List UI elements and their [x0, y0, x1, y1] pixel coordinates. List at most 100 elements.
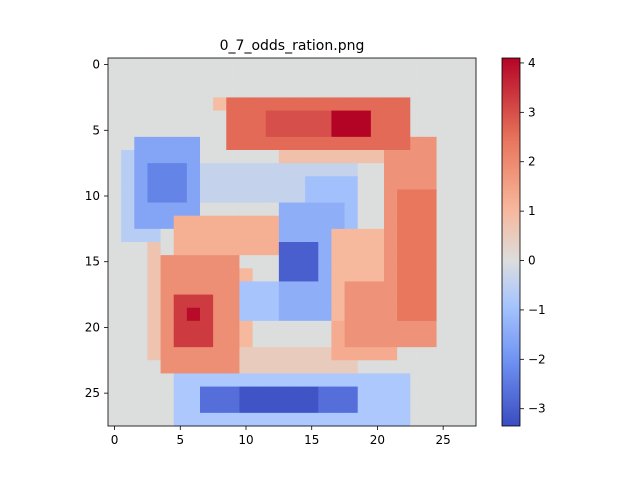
heatmap-cell	[344, 202, 359, 217]
heatmap-cell	[239, 268, 253, 282]
heatmap-cell	[186, 215, 201, 230]
heatmap-cell	[147, 123, 161, 138]
heatmap-cell	[200, 58, 214, 72]
heatmap-cell	[252, 347, 267, 361]
heatmap-cell	[213, 255, 227, 269]
heatmap-cell	[384, 123, 398, 138]
heatmap-cell	[344, 150, 359, 164]
heatmap-cell	[252, 228, 267, 243]
heatmap-cell	[449, 84, 464, 98]
heatmap-cell	[252, 202, 267, 217]
heatmap-cell	[186, 412, 201, 427]
heatmap-cell	[357, 320, 372, 335]
heatmap-cell	[384, 373, 398, 387]
heatmap-cell	[462, 215, 477, 230]
heatmap-cell	[305, 242, 319, 256]
heatmap-cell	[331, 176, 345, 190]
heatmap-cell	[121, 281, 135, 295]
heatmap-cell	[397, 176, 411, 190]
heatmap-cell	[226, 110, 240, 125]
y-tick-label: 20	[85, 320, 100, 334]
heatmap-cell	[357, 71, 372, 85]
heatmap-cell	[384, 97, 398, 111]
heatmap-cell	[108, 347, 122, 361]
heatmap-cell	[370, 399, 385, 414]
heatmap-cell	[397, 163, 411, 177]
heatmap-cell	[318, 97, 332, 111]
heatmap-cell	[213, 412, 227, 427]
heatmap-cell	[331, 136, 345, 151]
heatmap-cell	[397, 215, 411, 230]
heatmap-cell	[200, 110, 214, 125]
heatmap-cell	[384, 176, 398, 190]
heatmap-cell	[410, 228, 424, 243]
heatmap-cell	[384, 255, 398, 269]
heatmap-cell	[423, 373, 437, 387]
heatmap-cell	[410, 360, 424, 374]
heatmap-cell	[462, 242, 477, 256]
heatmap-cell	[449, 320, 464, 335]
heatmap-cell	[121, 294, 135, 309]
heatmap-cell	[252, 360, 267, 374]
heatmap-cell	[436, 189, 451, 203]
heatmap-cell	[108, 123, 122, 138]
heatmap-cell	[318, 228, 332, 243]
heatmap-cell	[213, 110, 227, 125]
heatmap-cell	[200, 281, 214, 295]
heatmap-cell	[121, 373, 135, 387]
heatmap-cell	[344, 334, 359, 348]
heatmap-cell	[200, 360, 214, 374]
heatmap-cell	[292, 202, 306, 217]
heatmap-cell	[423, 176, 437, 190]
heatmap-cell	[239, 110, 253, 125]
heatmap-cell	[252, 255, 267, 269]
heatmap-cell	[226, 281, 240, 295]
heatmap-cell	[318, 136, 332, 151]
heatmap-cell	[449, 412, 464, 427]
heatmap-cell	[160, 58, 175, 72]
heatmap-cell	[462, 176, 477, 190]
heatmap-cell	[397, 360, 411, 374]
heatmap-cell	[423, 412, 437, 427]
heatmap-cell	[108, 136, 122, 151]
heatmap-cell	[173, 228, 188, 243]
x-tick-label: 20	[370, 433, 385, 447]
heatmap-cell	[160, 347, 175, 361]
heatmap-cell	[331, 268, 345, 282]
heatmap-cell	[147, 412, 161, 427]
heatmap-cell	[121, 347, 135, 361]
heatmap-cell	[265, 334, 280, 348]
heatmap-cell	[213, 281, 227, 295]
heatmap-cell	[331, 58, 345, 72]
heatmap-cell	[121, 228, 135, 243]
x-tick-label: 0	[111, 433, 119, 447]
heatmap-cell	[292, 242, 306, 256]
heatmap-cell	[239, 97, 253, 111]
heatmap-cell	[200, 150, 214, 164]
heatmap-cell	[462, 307, 477, 322]
heatmap-cell	[449, 176, 464, 190]
heatmap-cell	[292, 347, 306, 361]
heatmap-cell	[265, 71, 280, 85]
heatmap-cell	[344, 176, 359, 190]
heatmap-cell	[397, 320, 411, 335]
heatmap-cell	[449, 255, 464, 269]
heatmap-cell	[410, 347, 424, 361]
heatmap-cell	[462, 136, 477, 151]
heatmap-cell	[370, 255, 385, 269]
heatmap-cell	[384, 399, 398, 414]
heatmap-cell	[108, 71, 122, 85]
heatmap-cell	[252, 281, 267, 295]
heatmap-cell	[173, 176, 188, 190]
heatmap-cell	[318, 150, 332, 164]
heatmap-cell	[226, 386, 240, 401]
x-tick-label: 5	[176, 433, 184, 447]
heatmap-cell	[186, 189, 201, 203]
heatmap-cell	[160, 268, 175, 282]
heatmap-cell	[121, 334, 135, 348]
heatmap-cell	[239, 334, 253, 348]
heatmap-cell	[213, 294, 227, 309]
heatmap-cell	[318, 84, 332, 98]
heatmap-cell	[186, 58, 201, 72]
heatmap-cell	[121, 307, 135, 322]
